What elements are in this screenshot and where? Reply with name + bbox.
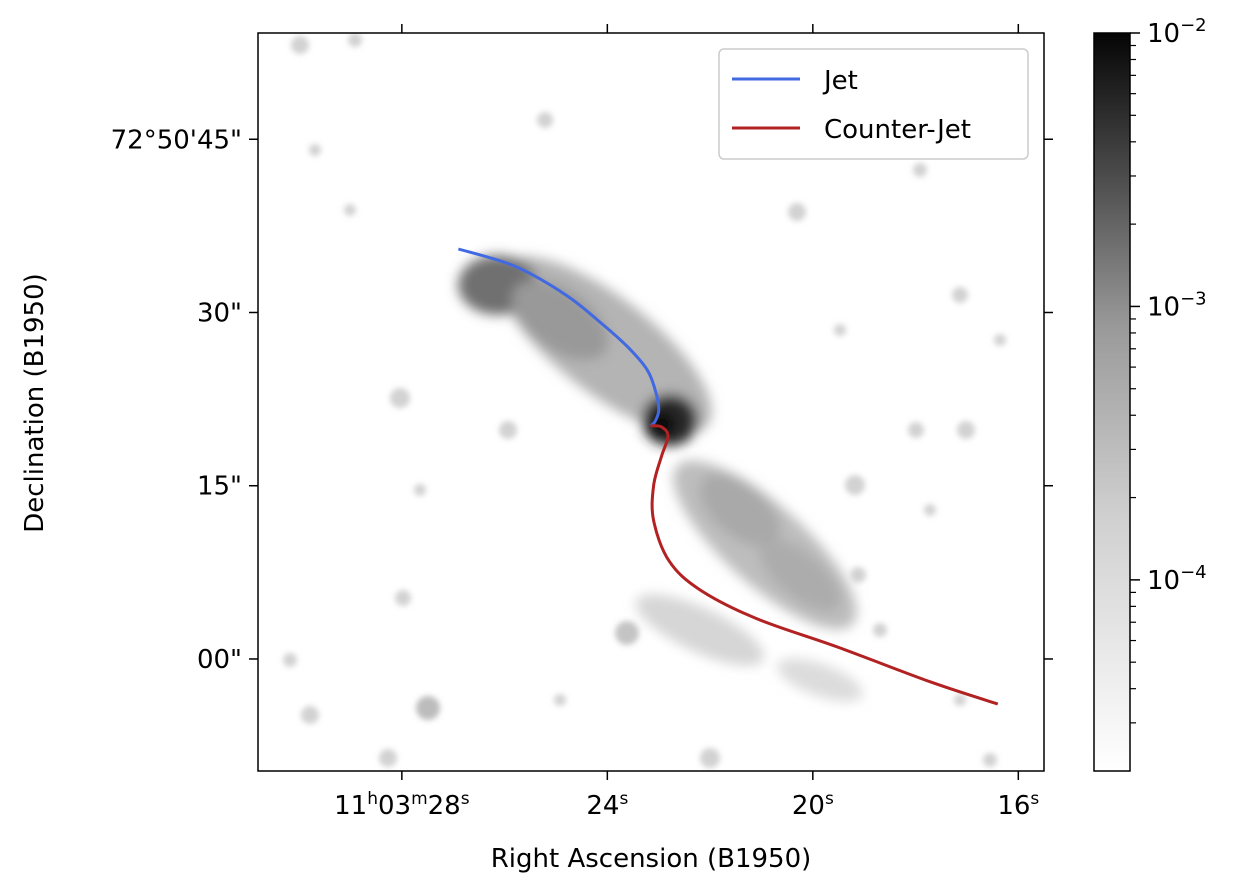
legend-box bbox=[718, 48, 1029, 160]
colorbar-ticks: 10−2 10−3 10−4 bbox=[1130, 15, 1207, 724]
x-tick-label: 11h03m28s bbox=[334, 789, 470, 821]
colorbar-tick-label: 10−3 bbox=[1147, 288, 1207, 322]
y-axis-ticks: 72°50'45" 30" 15" 00" bbox=[111, 125, 1053, 675]
colorbar: 10−2 10−3 10−4 bbox=[1093, 15, 1207, 772]
y-tick-label: 00" bbox=[197, 645, 242, 675]
y-tick-label: 30" bbox=[197, 298, 242, 328]
x-axis-ticks: 11h03m28s 24s 20s 16s bbox=[334, 24, 1039, 821]
x-tick-label: 24s bbox=[586, 789, 628, 821]
colorbar-tick-label: 10−4 bbox=[1147, 562, 1207, 596]
series-line-counter-jet bbox=[650, 424, 999, 706]
x-axis-label: Right Ascension (B1950) bbox=[491, 844, 812, 874]
colorbar-tick-label: 10−2 bbox=[1147, 15, 1207, 49]
y-tick-label: 15" bbox=[197, 472, 242, 502]
legend-counter-jet-label: Counter-Jet bbox=[824, 115, 971, 145]
series-line-jet bbox=[457, 247, 661, 427]
y-axis-label: Declination (B1950) bbox=[20, 273, 50, 533]
y-tick-label: 72°50'45" bbox=[111, 125, 242, 155]
legend-jet-label: Jet bbox=[822, 66, 858, 96]
x-tick-label: 20s bbox=[792, 789, 834, 821]
plot-frame bbox=[257, 32, 1045, 772]
legend: Jet Counter-Jet bbox=[718, 48, 1029, 160]
colorbar-gradient bbox=[1093, 32, 1131, 772]
series-layer bbox=[457, 247, 999, 706]
x-tick-label: 16s bbox=[997, 789, 1039, 821]
